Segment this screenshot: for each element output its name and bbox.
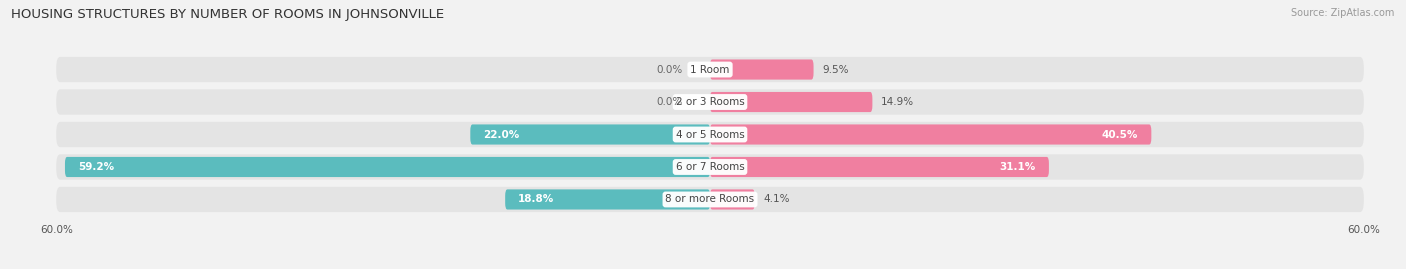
FancyBboxPatch shape — [65, 157, 710, 177]
FancyBboxPatch shape — [505, 189, 710, 210]
Text: 8 or more Rooms: 8 or more Rooms — [665, 194, 755, 204]
Text: 9.5%: 9.5% — [823, 65, 849, 75]
FancyBboxPatch shape — [710, 189, 755, 210]
Text: 6 or 7 Rooms: 6 or 7 Rooms — [676, 162, 744, 172]
Text: HOUSING STRUCTURES BY NUMBER OF ROOMS IN JOHNSONVILLE: HOUSING STRUCTURES BY NUMBER OF ROOMS IN… — [11, 8, 444, 21]
Text: 18.8%: 18.8% — [519, 194, 554, 204]
FancyBboxPatch shape — [710, 92, 872, 112]
Text: 2 or 3 Rooms: 2 or 3 Rooms — [676, 97, 744, 107]
FancyBboxPatch shape — [710, 125, 1152, 144]
Text: 22.0%: 22.0% — [484, 129, 520, 140]
Text: 1 Room: 1 Room — [690, 65, 730, 75]
FancyBboxPatch shape — [56, 187, 1364, 212]
Text: 40.5%: 40.5% — [1102, 129, 1139, 140]
FancyBboxPatch shape — [710, 157, 1049, 177]
Text: 0.0%: 0.0% — [657, 65, 683, 75]
FancyBboxPatch shape — [56, 154, 1364, 180]
FancyBboxPatch shape — [710, 59, 814, 80]
FancyBboxPatch shape — [56, 89, 1364, 115]
FancyBboxPatch shape — [56, 122, 1364, 147]
FancyBboxPatch shape — [470, 125, 710, 144]
Text: 4.1%: 4.1% — [763, 194, 790, 204]
FancyBboxPatch shape — [56, 57, 1364, 82]
Text: 31.1%: 31.1% — [1000, 162, 1036, 172]
Text: 14.9%: 14.9% — [882, 97, 914, 107]
Text: 4 or 5 Rooms: 4 or 5 Rooms — [676, 129, 744, 140]
Text: Source: ZipAtlas.com: Source: ZipAtlas.com — [1291, 8, 1395, 18]
Text: 59.2%: 59.2% — [79, 162, 114, 172]
Text: 0.0%: 0.0% — [657, 97, 683, 107]
